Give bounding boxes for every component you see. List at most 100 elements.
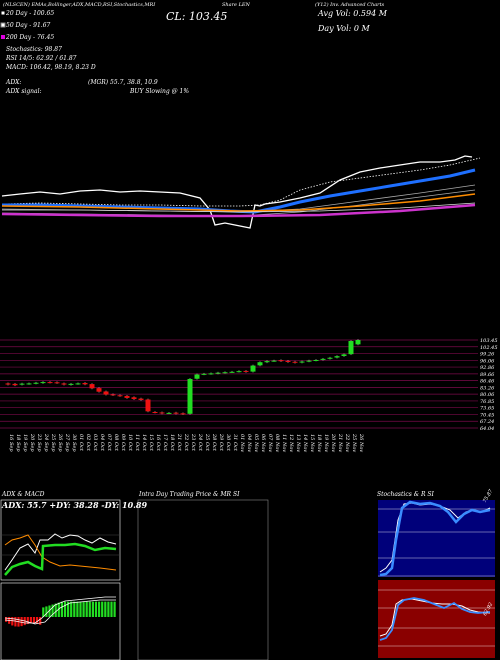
macd-histogram-bar xyxy=(23,617,26,626)
price-tick-label: 80.06 xyxy=(480,392,495,398)
candle-body xyxy=(278,360,284,362)
candle-body xyxy=(82,382,88,385)
date-tick-label: 16 Sep xyxy=(8,434,14,452)
macd-histogram-bar xyxy=(98,601,101,617)
macd-histogram-bar xyxy=(36,617,39,624)
macd-histogram-bar xyxy=(104,601,107,617)
macd-histogram-bar xyxy=(107,601,110,617)
candle-body xyxy=(47,382,53,384)
macd-histogram-bar xyxy=(76,601,79,617)
candle-body xyxy=(103,391,109,395)
main-price-chart: 103.45102.4599.2696.0692.8689.6686.4683.… xyxy=(0,10,498,452)
date-tick-label: 01 Nov xyxy=(239,434,245,452)
candle-body xyxy=(61,383,67,385)
date-tick-label: 19 Nov xyxy=(323,434,329,452)
price-tick-label: 70.45 xyxy=(480,412,494,418)
date-tick-label: 16 Oct xyxy=(155,434,161,452)
ema200-line xyxy=(1,203,476,218)
date-tick-label: 25 Oct xyxy=(204,433,210,452)
date-tick-label: 06 Nov xyxy=(260,434,266,452)
macd-histogram-bar xyxy=(73,601,76,617)
adx-green-line xyxy=(4,542,117,576)
candle-body xyxy=(313,359,319,361)
candle-body xyxy=(201,373,207,375)
avg-vol: Avg Vol: 0.594 M xyxy=(318,9,387,18)
stoch-blue-line xyxy=(379,500,491,577)
macd-histogram-bar xyxy=(26,617,29,625)
adx-orange-line xyxy=(4,534,117,571)
macd-histogram-bar xyxy=(82,601,85,617)
candle-series xyxy=(5,339,361,415)
price-tick-label: 103.45 xyxy=(480,338,498,344)
price-tick-label: 99.26 xyxy=(480,352,495,358)
macd-histogram-bar xyxy=(79,601,82,617)
date-tick-label: 21 Oct xyxy=(176,433,182,452)
date-tick-label: 05 Nov xyxy=(253,434,259,452)
candle-body xyxy=(257,362,263,366)
candle-body xyxy=(355,340,361,345)
macd-histogram-bar xyxy=(45,606,48,617)
adx-panel-title: ADX & MACD xyxy=(2,491,45,498)
legend-ema200: 200 Day - 76.45 xyxy=(6,34,55,41)
candle-body xyxy=(12,383,18,386)
date-tick-label: 08 Oct xyxy=(113,434,119,452)
date-tick-label: 23 Oct xyxy=(190,433,196,452)
candle-body xyxy=(68,383,74,385)
chart-top-line: (NLSCEN) EMAs,Bollinger,ADX,MACD,RSI,Sto… xyxy=(3,2,156,8)
price-tick-label: 73.65 xyxy=(480,406,494,412)
price-grid: 103.45102.4599.2696.0692.8689.6686.4683.… xyxy=(0,338,498,432)
candle-body xyxy=(334,356,340,358)
price-tick-label: 92.86 xyxy=(480,365,495,371)
macd-histogram-bar xyxy=(51,604,54,617)
price-tick-label: 102.45 xyxy=(480,345,498,351)
price-tick-label: 76.85 xyxy=(480,399,494,405)
candle-body xyxy=(159,412,165,414)
macd-histogram-bar xyxy=(85,601,88,617)
candle-body xyxy=(5,383,11,385)
candle-body xyxy=(292,361,298,363)
candle-body xyxy=(117,395,123,397)
adx-readout: ADX: 55.7 +DY: 38.28 -DY: 10.89 xyxy=(2,500,148,510)
date-tick-label: 30 Oct xyxy=(225,434,231,452)
macd-histogram-bar xyxy=(57,602,60,617)
macd-histogram-bar xyxy=(29,617,32,624)
date-tick-label: 27 Sep xyxy=(64,433,70,452)
candle-body xyxy=(341,354,347,356)
date-tick-label: 01 Oct xyxy=(78,434,84,452)
candle-body xyxy=(306,360,312,362)
candle-body xyxy=(187,378,193,414)
date-tick-label: 26 Sep xyxy=(57,433,63,452)
macd-histogram-bar xyxy=(70,601,73,617)
date-tick-label: 25 Sep xyxy=(50,433,56,452)
macd-histogram-bar xyxy=(63,601,67,617)
date-tick-label: 28 Oct xyxy=(211,433,217,452)
macd-histogram-bar xyxy=(101,601,104,617)
candle-body xyxy=(299,361,305,363)
close-label: CL: 103.45 xyxy=(166,10,228,23)
date-tick-label: 24 Oct xyxy=(197,433,203,452)
macd-histogram-bar xyxy=(8,617,11,624)
date-tick-label: 12 Nov xyxy=(288,434,294,452)
macd-histogram-bar xyxy=(91,601,94,617)
date-tick-label: 14 Nov xyxy=(302,434,308,452)
price-tick-label: 86.46 xyxy=(480,379,495,385)
macd-histogram-bar xyxy=(60,601,63,617)
price-tick-label: 89.66 xyxy=(480,372,495,378)
legend-ema50: 50 Day - 91.67 xyxy=(6,22,51,29)
candle-body xyxy=(19,383,25,385)
candle-body xyxy=(348,341,354,355)
ema-white-lower xyxy=(2,202,476,213)
date-tick-label: 02 Oct xyxy=(85,434,91,452)
date-tick-label: 31 Oct xyxy=(232,434,238,452)
candle-body xyxy=(215,372,221,374)
legend-adx-values: (MGR) 55.7, 38.8, 10.9 xyxy=(88,79,158,86)
legend-ema20: 20 Day - 100.65 xyxy=(6,10,55,17)
macd-histogram-bar xyxy=(11,617,14,626)
intraday-panel xyxy=(137,499,269,660)
macd-histogram-bar xyxy=(88,601,91,617)
macd-line-b xyxy=(4,599,116,625)
date-tick-label: 15 Nov xyxy=(309,434,315,452)
macd-histogram-bar xyxy=(42,607,45,617)
macd-histogram-bar xyxy=(32,617,36,623)
candle-body xyxy=(54,382,60,384)
